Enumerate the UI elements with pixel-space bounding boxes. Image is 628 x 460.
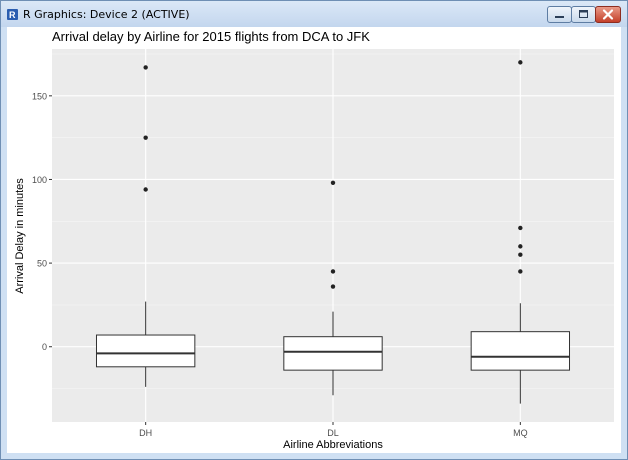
r-logo-icon: R <box>7 9 18 20</box>
plot-area: Arrival delay by Airline for 2015 flight… <box>7 27 621 453</box>
box-mq <box>470 60 571 404</box>
box-dl <box>283 180 383 396</box>
x-tick-label: DH <box>139 428 152 438</box>
outlier-point <box>143 65 148 70</box>
svg-text:R: R <box>9 10 16 20</box>
boxes <box>95 60 571 404</box>
y-tick-label: 150 <box>32 91 47 101</box>
box-iqr <box>95 334 196 368</box>
outlier-point <box>518 60 523 65</box>
outlier-point <box>143 135 148 140</box>
box-iqr <box>470 331 571 371</box>
minimize-button[interactable] <box>547 6 572 23</box>
x-axis-label: Airline Abbreviations <box>283 439 383 451</box>
outlier-point <box>330 284 336 289</box>
y-tick-label: 0 <box>42 342 47 352</box>
minimize-icon <box>555 16 564 18</box>
close-button[interactable] <box>595 6 621 23</box>
outlier-point <box>330 269 336 274</box>
outlier-point <box>518 269 523 274</box>
maximize-icon <box>579 10 588 18</box>
y-axis-label: Arrival Delay in minutes <box>14 178 26 294</box>
chart-title: Arrival delay by Airline for 2015 flight… <box>52 29 370 44</box>
box-iqr <box>283 336 383 371</box>
close-icon <box>602 9 614 20</box>
title-bar[interactable]: R R Graphics: Device 2 (ACTIVE) <box>1 1 627 27</box>
x-tick-label: MQ <box>513 428 528 438</box>
x-axis: DH DL MQ <box>139 422 528 438</box>
maximize-button[interactable] <box>571 6 596 23</box>
window-title: R Graphics: Device 2 (ACTIVE) <box>23 8 190 21</box>
outlier-point <box>143 187 148 192</box>
y-tick-label: 100 <box>32 175 47 185</box>
outlier-point <box>518 252 523 257</box>
x-tick-label: DL <box>327 428 339 438</box>
box-dh <box>95 65 196 387</box>
outlier-point <box>330 180 336 186</box>
y-tick-label: 50 <box>37 259 47 269</box>
outlier-point <box>518 225 523 231</box>
outlier-point <box>518 244 523 249</box>
y-axis: 0 50 100 150 <box>32 91 52 352</box>
boxplot-chart: Arrival delay by Airline for 2015 flight… <box>14 29 614 451</box>
